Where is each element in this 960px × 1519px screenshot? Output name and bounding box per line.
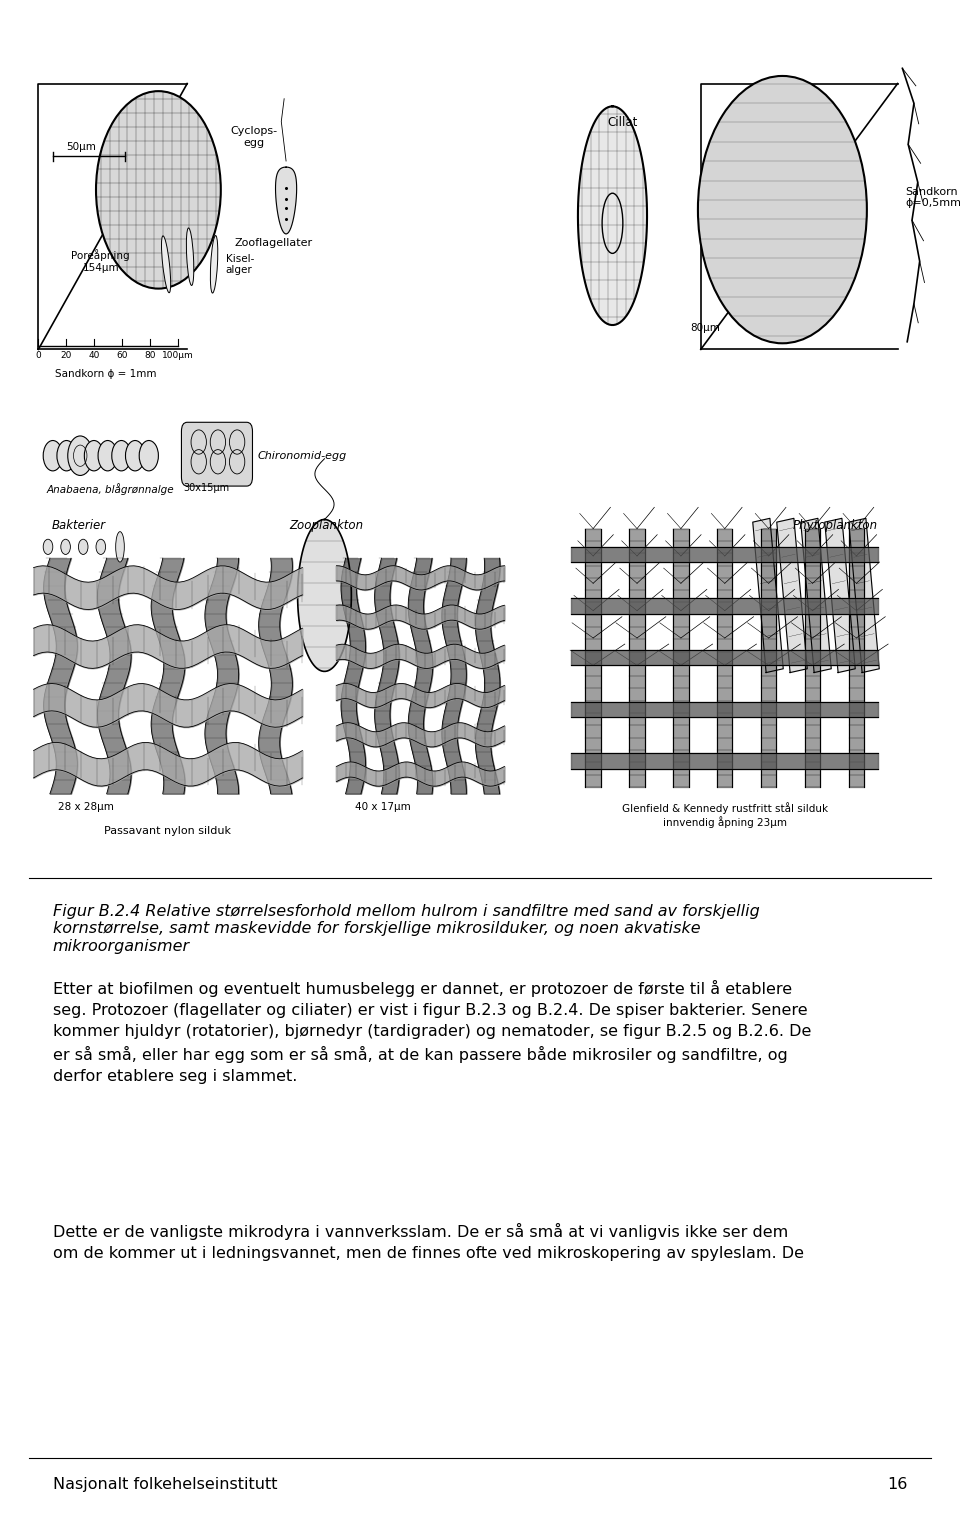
Circle shape bbox=[96, 539, 106, 554]
Polygon shape bbox=[825, 518, 855, 673]
Circle shape bbox=[68, 436, 93, 475]
Text: Nasjonalt folkehelseinstitutt: Nasjonalt folkehelseinstitutt bbox=[53, 1476, 277, 1492]
Text: 80μm: 80μm bbox=[690, 324, 721, 333]
Polygon shape bbox=[578, 106, 647, 325]
Text: Sandkorn ϕ = 1mm: Sandkorn ϕ = 1mm bbox=[55, 369, 156, 380]
Ellipse shape bbox=[210, 235, 218, 293]
Text: 30x15μm: 30x15μm bbox=[183, 483, 229, 494]
Circle shape bbox=[79, 539, 88, 554]
Text: Sandkorn
ϕ=0,5mm: Sandkorn ϕ=0,5mm bbox=[905, 187, 960, 208]
Text: 100μm: 100μm bbox=[161, 351, 194, 360]
Circle shape bbox=[96, 91, 221, 289]
Circle shape bbox=[126, 441, 145, 471]
Circle shape bbox=[139, 441, 158, 471]
Text: Etter at biofilmen og eventuelt humusbelegg er dannet, er protozoer de første ti: Etter at biofilmen og eventuelt humusbel… bbox=[53, 980, 811, 1083]
Text: Chironomid-egg: Chironomid-egg bbox=[257, 451, 347, 460]
Text: Phytoplankton: Phytoplankton bbox=[793, 518, 877, 532]
Text: 20: 20 bbox=[60, 351, 72, 360]
Polygon shape bbox=[298, 519, 351, 671]
Text: 40 x 17μm: 40 x 17μm bbox=[355, 802, 411, 813]
Polygon shape bbox=[849, 518, 879, 673]
Text: Passavant nylon silduk: Passavant nylon silduk bbox=[105, 826, 231, 837]
Circle shape bbox=[98, 441, 117, 471]
Circle shape bbox=[84, 441, 104, 471]
FancyBboxPatch shape bbox=[181, 422, 252, 486]
Text: 50μm: 50μm bbox=[66, 141, 97, 152]
Polygon shape bbox=[753, 518, 783, 673]
Polygon shape bbox=[276, 167, 297, 234]
Text: Cyclops-
egg: Cyclops- egg bbox=[230, 126, 278, 147]
Text: 40: 40 bbox=[88, 351, 100, 360]
Circle shape bbox=[43, 441, 62, 471]
Circle shape bbox=[43, 539, 53, 554]
Circle shape bbox=[60, 539, 70, 554]
Circle shape bbox=[111, 441, 131, 471]
Text: 16: 16 bbox=[887, 1476, 907, 1492]
Circle shape bbox=[57, 441, 76, 471]
Polygon shape bbox=[801, 518, 831, 673]
Polygon shape bbox=[777, 518, 807, 673]
Circle shape bbox=[698, 76, 867, 343]
Text: Cillat: Cillat bbox=[607, 115, 637, 129]
Text: Kisel-
alger: Kisel- alger bbox=[226, 254, 254, 275]
Text: 60: 60 bbox=[116, 351, 128, 360]
Text: Glenfield & Kennedy rustfritt stål silduk
innvendig åpning 23μm: Glenfield & Kennedy rustfritt stål sildu… bbox=[622, 802, 828, 828]
Text: 28 x 28μm: 28 x 28μm bbox=[58, 802, 113, 813]
Text: Figur B.2.4 Relative størrelsesforhold mellom hulrom i sandfiltre med sand av fo: Figur B.2.4 Relative størrelsesforhold m… bbox=[53, 904, 759, 954]
Ellipse shape bbox=[186, 228, 194, 286]
Text: Dette er de vanligste mikrodyra i vannverksslam. De er så små at vi vanligvis ik: Dette er de vanligste mikrodyra i vannve… bbox=[53, 1223, 804, 1261]
Text: Poreåpning
154μm: Poreåpning 154μm bbox=[71, 249, 131, 273]
Text: 80: 80 bbox=[144, 351, 156, 360]
Text: Bakterier: Bakterier bbox=[52, 518, 106, 532]
Text: Zooflagellater: Zooflagellater bbox=[234, 238, 313, 249]
Ellipse shape bbox=[116, 532, 125, 562]
Text: Anabaena, blågrønnalge: Anabaena, blågrønnalge bbox=[46, 483, 174, 495]
Ellipse shape bbox=[161, 235, 171, 293]
Text: 0: 0 bbox=[36, 351, 41, 360]
Text: Zooplankton: Zooplankton bbox=[289, 518, 364, 532]
